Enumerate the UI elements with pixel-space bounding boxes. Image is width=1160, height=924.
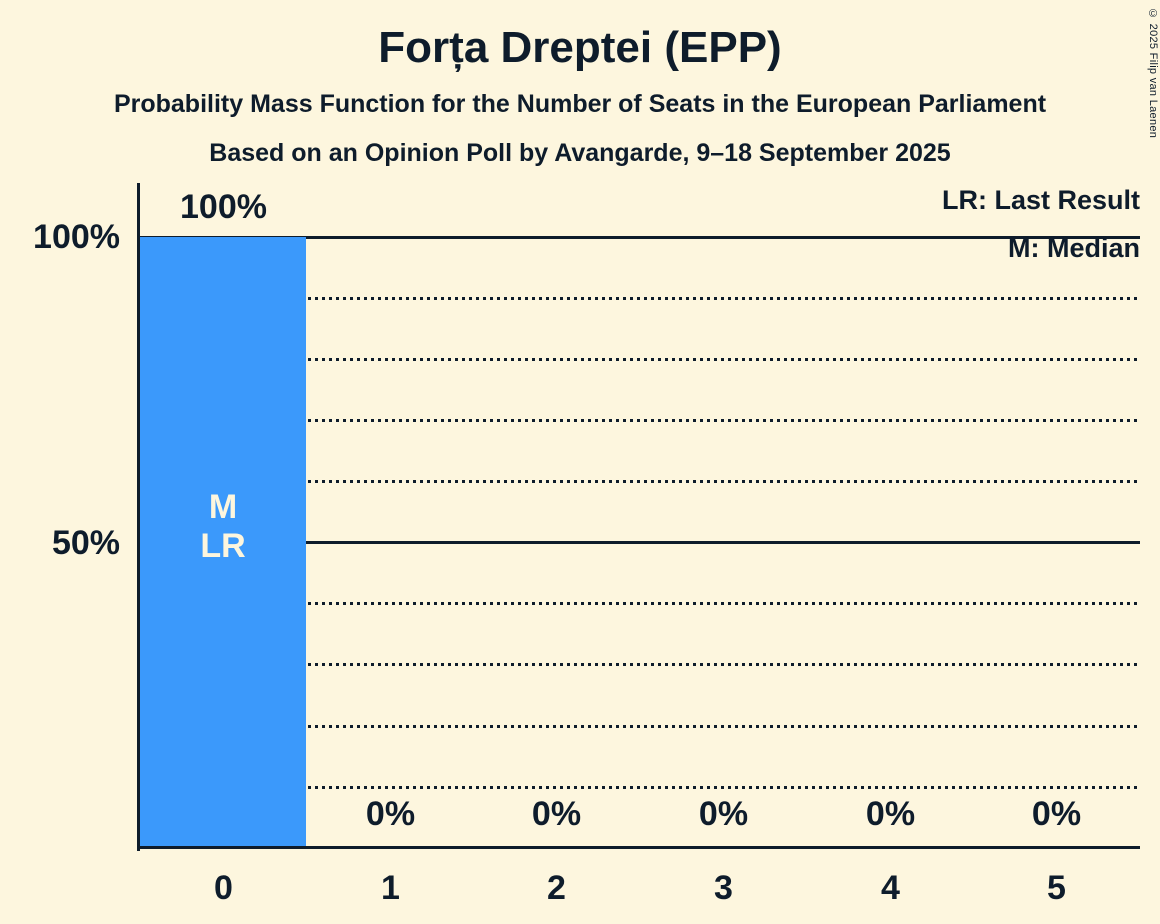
- gridline-70: [140, 419, 1140, 422]
- bar-median-last-result-annotation: M LR: [140, 488, 306, 566]
- chart-subtitle: Probability Mass Function for the Number…: [113, 90, 1047, 118]
- gridline-50: [140, 541, 1140, 544]
- x-tick-label-5: 5: [1047, 869, 1066, 907]
- gridline-100: [140, 236, 1140, 239]
- gridline-90: [140, 297, 1140, 300]
- gridline-40: [140, 602, 1140, 605]
- x-tick-label-3: 3: [714, 869, 733, 907]
- chart-title: Forța Dreptei (EPP): [378, 23, 782, 72]
- y-axis-label-50: 50%: [51, 524, 120, 562]
- gridline-60: [140, 480, 1140, 483]
- gridline-30: [140, 663, 1140, 666]
- bar-value-label-2: 0%: [531, 795, 582, 833]
- bar-value-label-1: 0%: [365, 795, 416, 833]
- x-axis-line: [137, 846, 1140, 849]
- bar-value-label-4: 0%: [865, 795, 916, 833]
- x-tick-label-1: 1: [381, 869, 400, 907]
- copyright-note: © 2025 Filip van Laenen: [1147, 8, 1159, 139]
- y-axis-line: [137, 183, 140, 851]
- median-marker: M: [208, 488, 238, 526]
- legend-last-result: LR: Last Result: [941, 185, 1140, 215]
- x-tick-label-2: 2: [547, 869, 566, 907]
- bar-value-label-3: 0%: [698, 795, 749, 833]
- bar-seats-0: M LR: [140, 237, 306, 848]
- gridline-10: [140, 786, 1140, 789]
- bar-value-label-5: 0%: [1031, 795, 1082, 833]
- legend-median: M: Median: [1008, 233, 1140, 263]
- poll-source-subtitle: Based on an Opinion Poll by Avangarde, 9…: [209, 139, 951, 167]
- bar-value-label-0: 100%: [180, 188, 267, 226]
- x-tick-label-0: 0: [214, 869, 233, 907]
- gridline-80: [140, 358, 1140, 361]
- y-axis-label-100: 100%: [33, 218, 120, 256]
- gridline-20: [140, 725, 1140, 728]
- last-result-marker: LR: [200, 527, 246, 565]
- x-tick-label-4: 4: [881, 869, 900, 907]
